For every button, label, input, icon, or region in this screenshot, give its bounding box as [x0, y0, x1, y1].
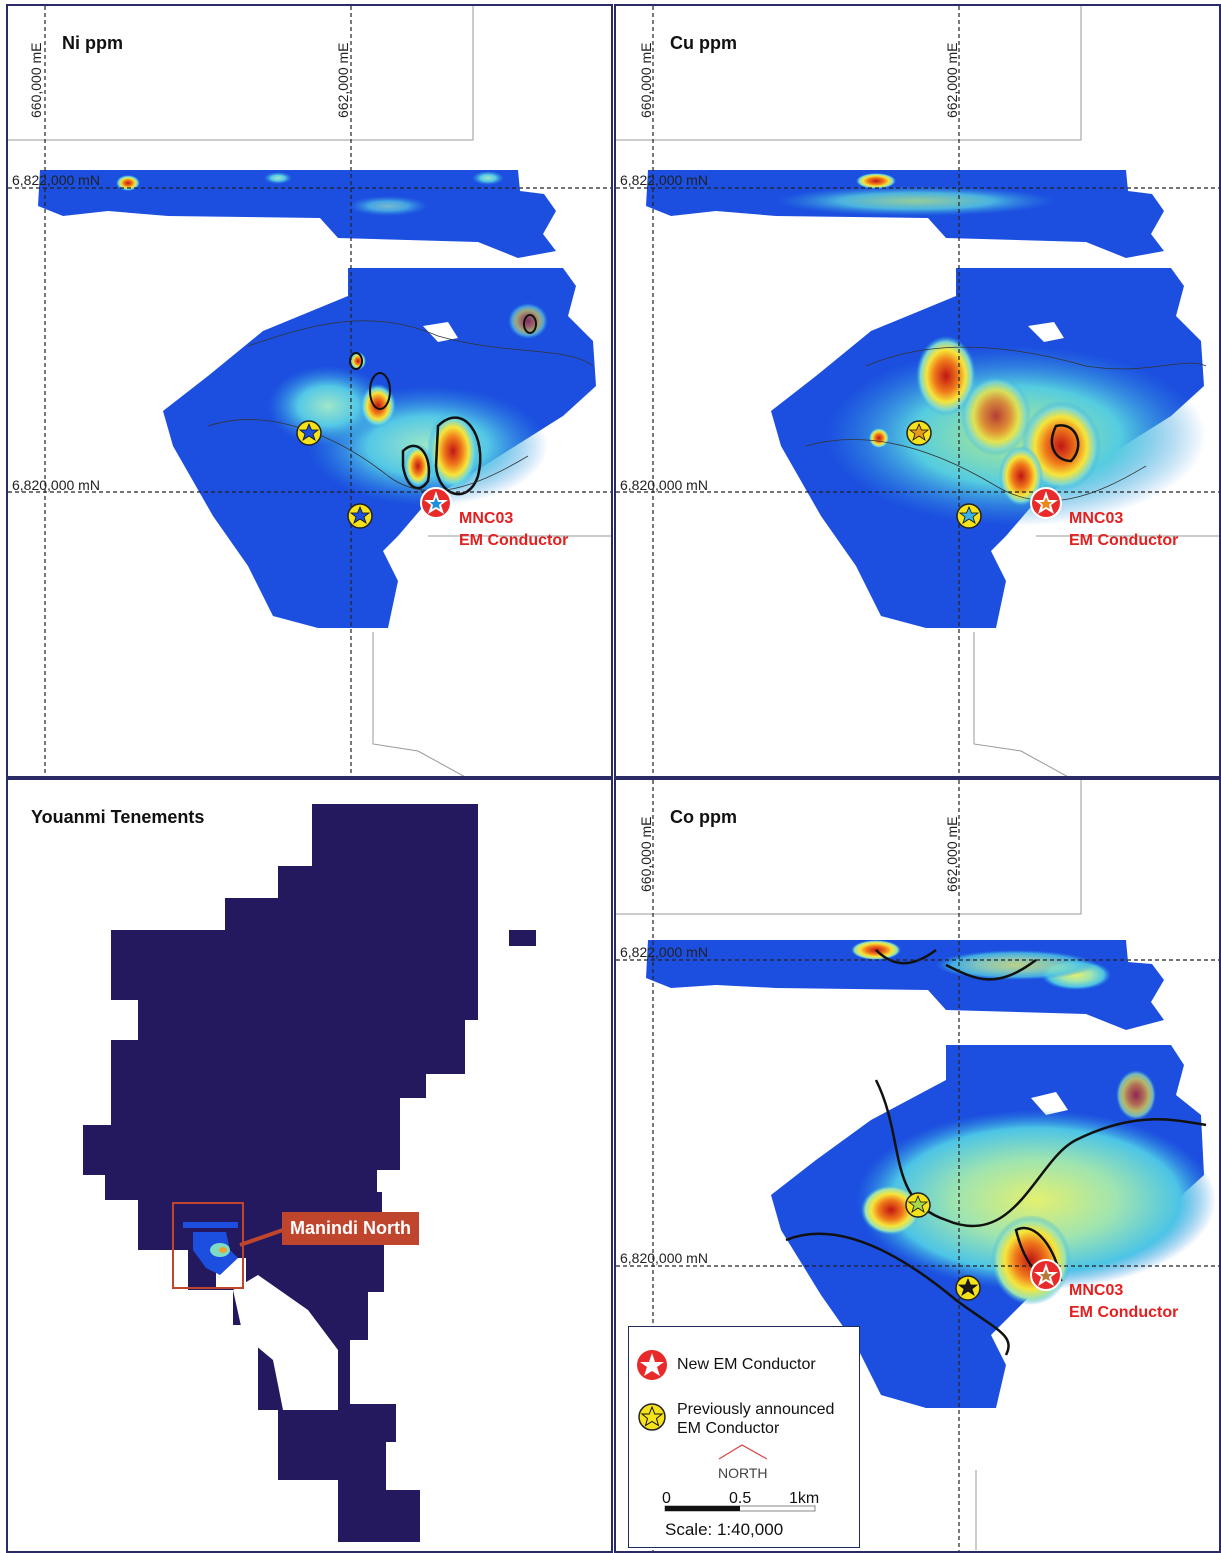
- northing-label: 6,820,000 mN: [620, 477, 708, 493]
- scale-text: Scale: 1:40,000: [665, 1520, 784, 1539]
- new-conductor-icon[interactable]: [420, 487, 452, 519]
- manindi-north-callout[interactable]: Manindi North: [282, 1212, 419, 1245]
- cu-map: [616, 6, 1219, 776]
- easting-label: 662,000 mE: [335, 42, 351, 119]
- northing-label: 6,820,000 mN: [620, 1250, 708, 1266]
- legend-previous-line2: EM Conductor: [677, 1420, 780, 1437]
- panel-title: Ni ppm: [62, 33, 123, 53]
- previous-conductor-icon: [638, 1403, 666, 1431]
- northing-label: 6,822,000 mN: [620, 172, 708, 188]
- conductor-label: MNC03 EM Conductor: [459, 508, 568, 552]
- legend-new-conductor-label: New EM Conductor: [677, 1356, 816, 1373]
- previous-conductor-icon[interactable]: [296, 420, 322, 446]
- easting-label: 660,000 mE: [28, 42, 44, 119]
- previous-conductor-icon[interactable]: [955, 1275, 981, 1301]
- easting-label: 662,000 mE: [944, 816, 960, 893]
- previous-conductor-icon[interactable]: [347, 503, 373, 529]
- conductor-name: MNC03: [1069, 1282, 1124, 1299]
- northing-label: 6,820,000 mN: [12, 477, 100, 493]
- easting-label: 660,000 mE: [638, 42, 654, 119]
- northing-label: 6,822,000 mN: [620, 944, 708, 960]
- ni-panel: Ni ppm 660,000 mE 662,000 mE 6,822,000 m…: [6, 4, 613, 778]
- new-conductor-icon[interactable]: [1030, 1259, 1062, 1291]
- north-arrow-icon: [718, 1444, 768, 1460]
- legend-previous-line1: Previously announced: [677, 1401, 835, 1418]
- easting-label: 660,000 mE: [638, 816, 654, 893]
- tenements-map: [83, 804, 536, 1542]
- previous-conductor-icon[interactable]: [906, 420, 932, 446]
- co-map: [616, 780, 1219, 1551]
- conductor-type: EM Conductor: [1069, 1304, 1179, 1321]
- cu-panel: Cu ppm 660,000 mE 662,000 mE 6,822,000 m…: [614, 4, 1221, 778]
- conductor-type: EM Conductor: [1069, 532, 1179, 549]
- previous-conductor-icon[interactable]: [956, 503, 982, 529]
- legend-graphics: [637, 1350, 816, 1512]
- conductor-name: MNC03: [1069, 510, 1124, 527]
- conductor-label: MNC03 EM Conductor: [1069, 508, 1178, 552]
- scale-label-0: 0: [662, 1490, 671, 1507]
- conductor-label: MNC03 EM Conductor: [1069, 1280, 1178, 1324]
- map-legend: New EM Conductor Previously announced EM…: [628, 1326, 860, 1548]
- conductor-name: MNC03: [459, 510, 514, 527]
- scale-bar: [664, 1505, 816, 1512]
- scale-label-end: 1km: [789, 1490, 820, 1507]
- scale-label-mid: 0.5: [729, 1490, 752, 1507]
- panel-title: Youanmi Tenements: [31, 807, 205, 827]
- tenements-panel: Youanmi Tenements Manindi North: [6, 778, 613, 1553]
- easting-label: 662,000 mE: [944, 42, 960, 119]
- new-conductor-icon: [637, 1350, 667, 1380]
- panel-title: Co ppm: [670, 807, 737, 827]
- panel-title: Cu ppm: [670, 33, 737, 53]
- north-label: NORTH: [718, 1465, 768, 1481]
- conductor-type: EM Conductor: [459, 532, 569, 549]
- northing-label: 6,822,000 mN: [12, 172, 100, 188]
- previous-conductor-icon[interactable]: [905, 1192, 931, 1218]
- ni-map: [8, 6, 611, 776]
- legend-previous-conductor-label: Previously announced EM Conductor: [677, 1400, 834, 1438]
- new-conductor-icon[interactable]: [1030, 487, 1062, 519]
